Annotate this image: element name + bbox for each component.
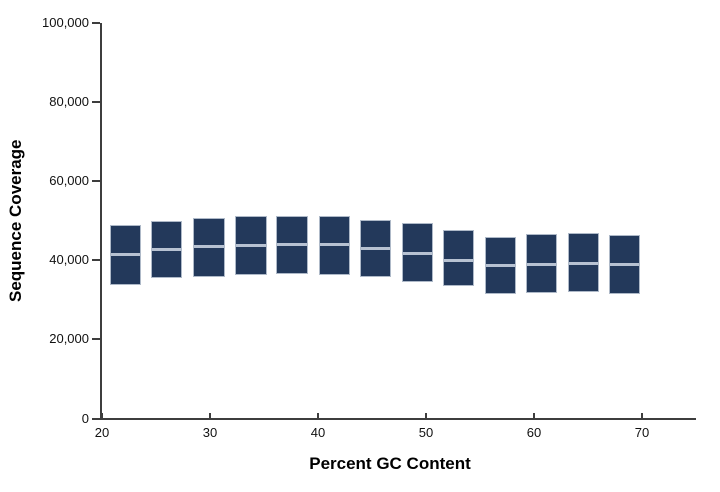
x-tick-label: 30	[202, 424, 218, 440]
y-tick	[92, 417, 100, 420]
median-line	[485, 264, 516, 268]
x-tick	[209, 412, 211, 419]
x-tick-label: 20	[94, 424, 110, 440]
x-tick-label: 60	[526, 424, 542, 440]
coverage-box	[609, 234, 641, 294]
median-line	[319, 242, 349, 246]
median-line	[402, 251, 432, 255]
x-tick	[425, 412, 427, 419]
y-tick-label: 40,000	[49, 252, 89, 268]
y-tick-label: 60,000	[49, 173, 89, 189]
x-tick	[533, 412, 535, 419]
median-line	[569, 261, 599, 265]
y-tick	[92, 22, 100, 24]
x-tick-label: 50	[418, 424, 434, 440]
y-tick	[92, 259, 100, 262]
x-axis-line	[99, 417, 696, 420]
x-tick	[101, 412, 103, 419]
x-tick-label: 40	[310, 424, 326, 440]
x-tick	[641, 412, 643, 419]
y-tick-label: 0	[81, 410, 89, 426]
y-tick	[92, 101, 100, 104]
median-line	[277, 243, 307, 247]
median-line	[236, 243, 266, 247]
coverage-box	[568, 233, 600, 292]
x-axis-title: Percent GC Content	[309, 454, 471, 473]
y-tick-label: 20,000	[49, 331, 89, 347]
coverage-box	[110, 225, 142, 285]
median-line	[526, 263, 557, 267]
coverage-box	[235, 216, 267, 275]
coverage-box	[484, 236, 517, 294]
median-line	[360, 247, 390, 251]
coverage-box	[318, 215, 350, 275]
median-line	[152, 248, 182, 252]
y-tick	[92, 338, 100, 341]
y-axis-line	[100, 23, 102, 420]
coverage-box	[151, 220, 183, 279]
coverage-box	[359, 219, 391, 277]
x-tick-label: 70	[634, 424, 650, 440]
y-tick-label: 80,000	[49, 94, 89, 110]
y-tick	[92, 180, 100, 183]
median-line	[610, 263, 640, 267]
coverage-box	[525, 234, 558, 294]
median-line	[194, 245, 224, 249]
median-line	[443, 259, 474, 263]
coverage-box	[193, 217, 225, 277]
coverage-box	[401, 223, 433, 283]
x-tick	[317, 412, 319, 419]
coverage-box	[442, 229, 475, 287]
median-line	[111, 253, 141, 257]
y-tick-label: 100,000	[42, 15, 89, 30]
coverage-box	[276, 215, 308, 274]
